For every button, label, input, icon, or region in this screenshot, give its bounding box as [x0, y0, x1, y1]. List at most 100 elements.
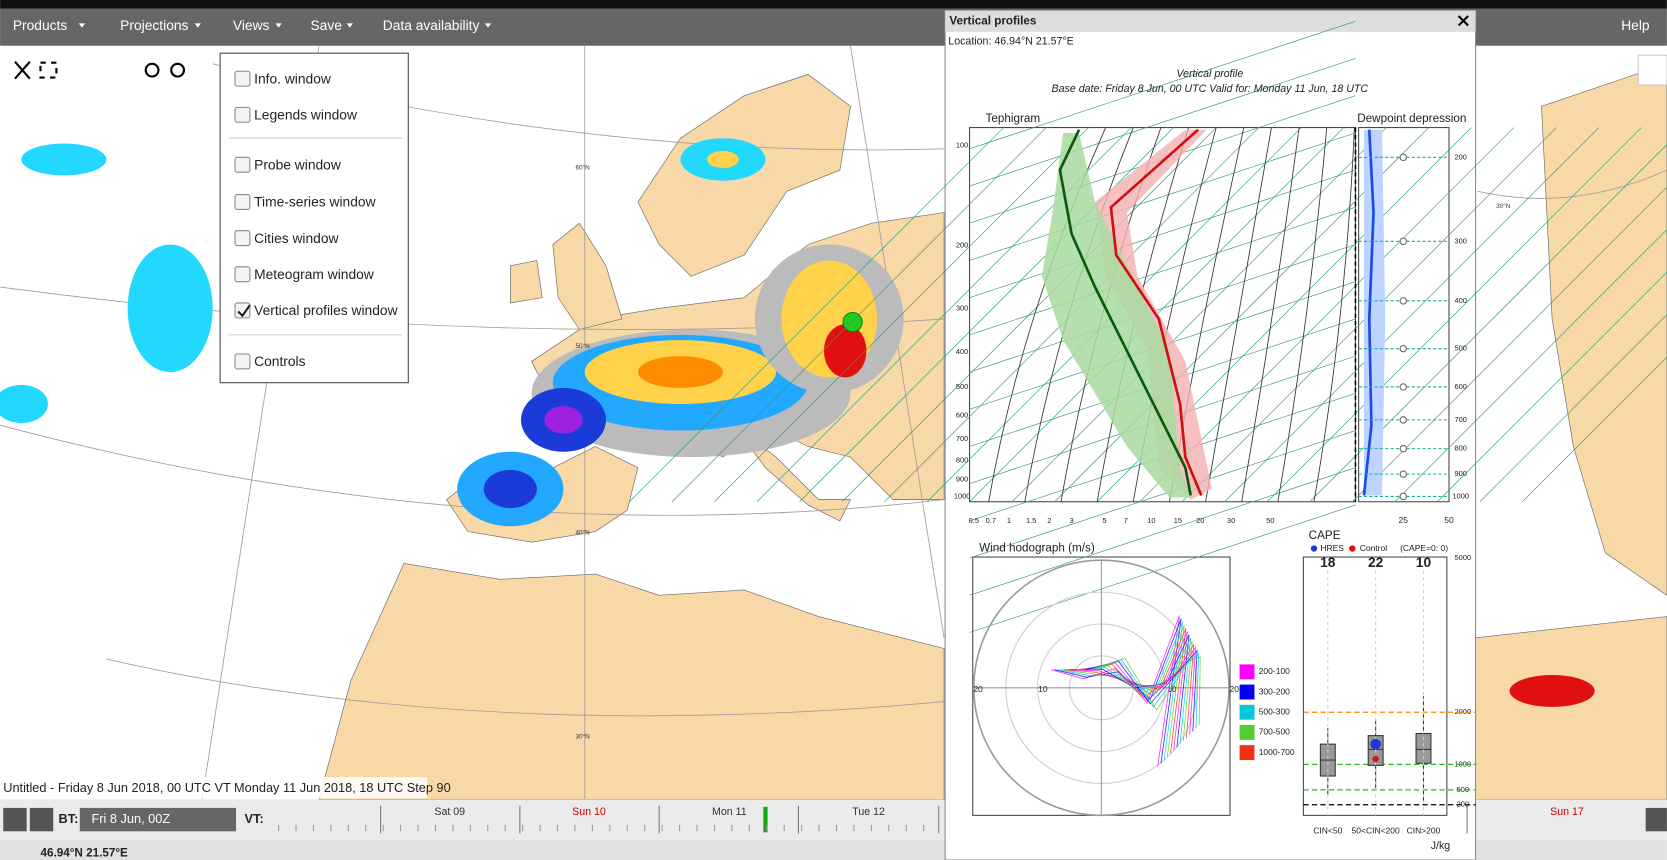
checkmark: [237, 304, 251, 318]
level-marker: [1399, 383, 1408, 391]
member-count: 18: [1320, 554, 1336, 570]
menu-caret: [275, 23, 282, 28]
mixing-ratio-label: 5: [1103, 516, 1107, 525]
menu-item[interactable]: Projections: [120, 17, 188, 33]
isotherm: [1437, 271, 1667, 502]
pressure-label: 300: [1454, 236, 1466, 245]
pressure-label: 100: [956, 141, 968, 150]
latitude-label: 30°N: [1496, 202, 1511, 210]
top-strip: [0, 0, 1667, 9]
play-button[interactable]: [1645, 807, 1667, 832]
pressure-label: 500: [956, 382, 968, 391]
cin-category: CIN<50: [1313, 826, 1342, 836]
day-label: Sun 10: [572, 806, 606, 818]
checkbox[interactable]: [234, 353, 251, 370]
legend-label: 200-100: [1259, 666, 1290, 676]
isentrope: [969, 169, 1356, 298]
moist-adiabat: [1205, 127, 1272, 502]
isotherm: [1394, 229, 1667, 502]
menu-option[interactable]: Info. window: [254, 70, 331, 86]
pressure-label: 400: [956, 347, 968, 356]
layers-button[interactable]: [1637, 54, 1667, 86]
pressure-label: 600: [1454, 382, 1466, 391]
legend-label: 300-200: [1259, 686, 1290, 696]
fullscreen-tool[interactable]: [39, 61, 58, 79]
pressure-label: 300: [956, 303, 968, 312]
control-label: Control: [1360, 543, 1388, 553]
checkbox[interactable]: [234, 156, 251, 173]
zoom-out[interactable]: [170, 62, 186, 78]
bt-select[interactable]: [79, 807, 237, 832]
menu-item[interactable]: Products: [13, 17, 68, 33]
pressure-label: 700: [1454, 415, 1466, 424]
checkbox[interactable]: [234, 194, 251, 210]
legend-label: 700-500: [1259, 727, 1290, 737]
bt-value: Fri 8 Jun, 00Z: [91, 811, 170, 826]
temperature-profile: [1109, 128, 1203, 496]
close-tool[interactable]: [14, 60, 31, 80]
menu-option[interactable]: Controls: [254, 353, 305, 369]
time-cursor[interactable]: [763, 806, 768, 833]
menu-option[interactable]: Probe window: [254, 156, 341, 172]
cape-tick: 500: [1457, 785, 1469, 794]
isotherm: [841, 127, 1217, 502]
day-label: Sat 09: [434, 806, 465, 818]
next-button[interactable]: [29, 807, 54, 832]
menu-item[interactable]: Views: [233, 17, 270, 33]
isotherm: [1139, 127, 1515, 502]
menu-caret: [78, 23, 86, 28]
legend-label: 500-300: [1259, 706, 1290, 716]
map-caption: Untitled - Friday 8 Jun 2018, 00 UTC VT …: [3, 780, 450, 795]
latitude-label: 60°N: [576, 164, 591, 172]
pressure-label: 900: [1454, 469, 1466, 478]
cape-tick: 1000: [1455, 759, 1472, 768]
cin-category: 50<CIN<200: [1352, 826, 1400, 836]
prev-button[interactable]: [3, 807, 27, 832]
level-marker: [1399, 444, 1408, 453]
isotherm: [1522, 356, 1667, 502]
cape-tick: 2000: [1455, 707, 1472, 716]
menu-option[interactable]: Legends window: [254, 107, 357, 123]
menu-option[interactable]: Time-series window: [254, 194, 375, 210]
menu-item[interactable]: Save: [310, 17, 342, 33]
menu-caret: [346, 23, 354, 28]
cin-category: CIN>200: [1407, 826, 1441, 836]
menu-option[interactable]: Meteogram window: [254, 266, 374, 282]
ring-label: 20: [973, 684, 983, 694]
pressure-label: 400: [1454, 296, 1466, 305]
depression-spread: [1363, 129, 1386, 496]
isotherm: [1224, 127, 1600, 502]
cape-tick: 200: [1457, 800, 1469, 809]
zoom-in[interactable]: [144, 62, 160, 78]
panel-close[interactable]: [1457, 15, 1469, 27]
menu-option[interactable]: Vertical profiles window: [254, 302, 397, 318]
checkbox[interactable]: [234, 302, 251, 319]
tephigram-label: Tephigram: [986, 112, 1041, 125]
checkbox[interactable]: [234, 106, 251, 123]
menu-option[interactable]: Cities window: [254, 230, 338, 246]
caption-bg: [0, 777, 428, 799]
legend-swatch: [1239, 724, 1255, 740]
hodograph-trace: [1073, 637, 1192, 745]
member-count: 10: [1416, 554, 1432, 570]
checkbox[interactable]: [234, 266, 251, 283]
hodograph-title: Wind hodograph (m/s): [979, 542, 1095, 555]
location-pin[interactable]: [842, 312, 863, 333]
hres-dot: [1310, 545, 1318, 552]
checkbox[interactable]: [234, 230, 251, 247]
mixing-ratio-label: 0.5: [969, 516, 979, 525]
mixing-ratio-label: 2: [1047, 516, 1051, 525]
panel-title: Vertical profiles: [949, 14, 1037, 27]
isotherm: [671, 127, 1047, 502]
cape-unit: J/kg: [1431, 840, 1451, 852]
help-menu[interactable]: Help: [1621, 17, 1650, 33]
pressure-label: 1000: [954, 491, 971, 500]
menu-item[interactable]: Data availability: [383, 17, 480, 33]
pressure-label: 200: [956, 241, 968, 250]
panel-location: Location: 46.94°N 21.57°E: [948, 35, 1073, 47]
control-marker: [1372, 755, 1379, 763]
checkbox[interactable]: [234, 70, 251, 87]
hres-label: HRES: [1320, 543, 1344, 553]
pressure-label: 800: [1454, 444, 1466, 453]
